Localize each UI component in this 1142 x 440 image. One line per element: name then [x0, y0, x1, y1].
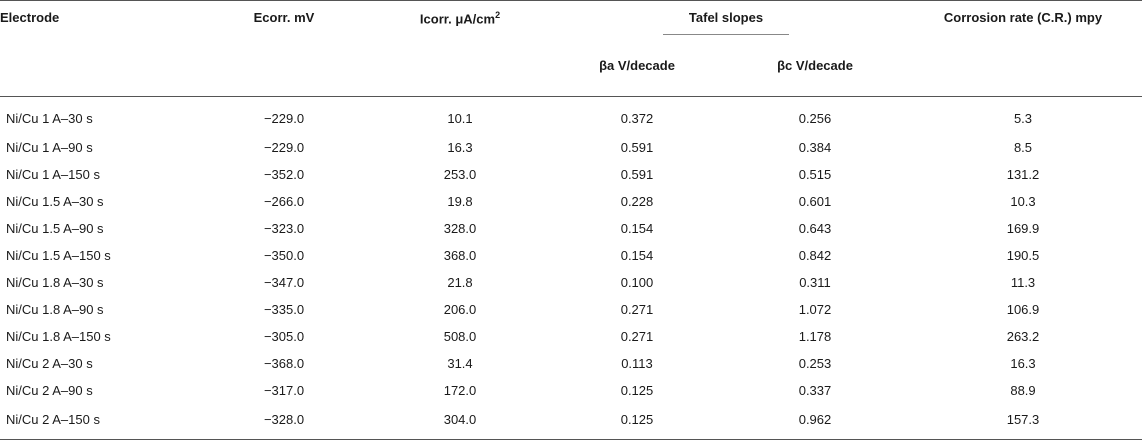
cell-corrosion-rate: 190.5 — [1006, 248, 1040, 263]
table-row: Ni/Cu 1 A–90 s −229.0 16.3 0.591 0.384 8.5 — [0, 134, 1142, 161]
cell-corrosion-rate: 169.9 — [1006, 221, 1040, 236]
cell-electrode: Ni/Cu 1.5 A–90 s — [6, 221, 104, 236]
cell-beta-c: 0.256 — [798, 111, 832, 126]
table-row: Ni/Cu 1.8 A–150 s −305.0 508.0 0.271 1.178 26… — [0, 323, 1142, 350]
table-row: Ni/Cu 1.5 A–150 s −350.0 368.0 0.154 0.842 19… — [0, 242, 1142, 269]
cell-beta-c: 0.384 — [798, 140, 832, 155]
header-ecorr: Ecorr. mV — [196, 0, 372, 97]
header-corrosion-rate: Corrosion rate (C.R.) mpy — [904, 0, 1142, 97]
cell-beta-c: 1.178 — [798, 329, 832, 344]
cell-icorr: 304.0 — [372, 404, 548, 440]
cell-corrosion-rate: 5.3 — [1013, 111, 1033, 126]
cell-beta-c: 0.643 — [798, 221, 832, 236]
cell-beta-c: 0.253 — [798, 356, 832, 371]
cell-electrode: Ni/Cu 1.8 A–150 s — [6, 329, 111, 344]
cell-ecorr: −328.0 — [196, 404, 372, 440]
table-row: Ni/Cu 1 A–150 s −352.0 253.0 0.591 0.515 131.… — [0, 161, 1142, 188]
cell-beta-a: 0.271 — [620, 302, 654, 317]
cell-electrode: Ni/Cu 1.8 A–30 s — [6, 275, 104, 290]
cell-beta-a: 0.154 — [620, 221, 654, 236]
cell-beta-c: 1.072 — [798, 302, 832, 317]
cell-beta-c: 0.515 — [798, 167, 832, 182]
cell-ecorr: −323.0 — [263, 221, 305, 236]
table-row: Ni/Cu 1.5 A–30 s −266.0 19.8 0.228 0.601 10.3 — [0, 188, 1142, 215]
cell-icorr: 253.0 — [443, 167, 477, 182]
cell-electrode: Ni/Cu 1 A–90 s — [6, 140, 93, 155]
cell-beta-a: 0.271 — [620, 329, 654, 344]
cell-corrosion-rate: 263.2 — [1006, 329, 1040, 344]
table-row: Ni/Cu 1.5 A–90 s −323.0 328.0 0.154 0.643 169… — [0, 215, 1142, 242]
cell-icorr: 508.0 — [443, 329, 477, 344]
table-row: Ni/Cu 2 A–30 s −368.0 31.4 0.113 0.253 16.3 — [0, 350, 1142, 377]
cell-icorr: 16.3 — [447, 140, 473, 155]
cell-corrosion-rate: 16.3 — [1010, 356, 1036, 371]
cell-ecorr: −229.0 — [263, 140, 305, 155]
cell-electrode: Ni/Cu 1.8 A–90 s — [6, 302, 104, 317]
header-tafel-slopes: Tafel slopes — [548, 0, 904, 46]
cell-beta-c: 0.337 — [798, 383, 832, 398]
cell-ecorr: −352.0 — [263, 167, 305, 182]
header-beta-a: βa V/decade — [548, 46, 726, 97]
cell-beta-c: 0.842 — [798, 248, 832, 263]
table-body: Ni/Cu 1 A–30 s −229.0 10.1 0.372 0.256 5.3 Ni/… — [0, 97, 1142, 440]
table-row: Ni/Cu 1 A–30 s −229.0 10.1 0.372 0.256 5.3 — [0, 97, 1142, 135]
cell-corrosion-rate: 106.9 — [1006, 302, 1040, 317]
cell-electrode: Ni/Cu 2 A–90 s — [6, 383, 93, 398]
cell-beta-a: 0.591 — [620, 167, 654, 182]
cell-electrode: Ni/Cu 2 A–150 s — [0, 404, 196, 440]
cell-beta-a: 0.100 — [620, 275, 654, 290]
cell-beta-c: 0.311 — [799, 275, 831, 290]
header-electrode: Electrode — [0, 0, 196, 97]
header-icorr: Icorr. μA/cm2 — [372, 0, 548, 97]
cell-icorr: 21.8 — [447, 275, 473, 290]
table-row: Ni/Cu 1.8 A–90 s −335.0 206.0 0.271 1.072 106… — [0, 296, 1142, 323]
cell-ecorr: −317.0 — [263, 383, 305, 398]
cell-ecorr: −266.0 — [263, 194, 305, 209]
table-row: Ni/Cu 2 A–90 s −317.0 172.0 0.125 0.337 88.9 — [0, 377, 1142, 404]
cell-beta-a: 0.228 — [620, 194, 654, 209]
cell-electrode: Ni/Cu 1 A–150 s — [6, 167, 100, 182]
cell-corrosion-rate: 8.5 — [1013, 140, 1033, 155]
table-row: Ni/Cu 2 A–150 s −328.0 304.0 0.125 0.962 157.… — [0, 404, 1142, 440]
cell-beta-a: 0.372 — [620, 111, 654, 126]
cell-corrosion-rate: 157.3 — [904, 404, 1142, 440]
cell-icorr: 368.0 — [443, 248, 477, 263]
cell-electrode: Ni/Cu 1.5 A–150 s — [6, 248, 111, 263]
cell-beta-a: 0.125 — [620, 383, 654, 398]
cell-icorr: 206.0 — [443, 302, 477, 317]
cell-icorr: 31.4 — [447, 356, 473, 371]
cell-icorr: 10.1 — [447, 111, 473, 126]
cell-beta-a: 0.113 — [621, 356, 653, 371]
table-row: Ni/Cu 1.8 A–30 s −347.0 21.8 0.100 0.311 11.3 — [0, 269, 1142, 296]
cell-beta-c: 0.962 — [726, 404, 904, 440]
cell-icorr: 19.8 — [447, 194, 473, 209]
cell-electrode: Ni/Cu 1.5 A–30 s — [6, 194, 104, 209]
cell-beta-a: 0.125 — [548, 404, 726, 440]
header-beta-c: βc V/decade — [726, 46, 904, 97]
cell-beta-a: 0.591 — [620, 140, 654, 155]
cell-ecorr: −305.0 — [263, 329, 305, 344]
cell-icorr: 328.0 — [443, 221, 477, 236]
table-header: Electrode Ecorr. mV Icorr. μA/cm2 Tafel … — [0, 0, 1142, 97]
cell-beta-a: 0.154 — [620, 248, 654, 263]
cell-ecorr: −335.0 — [263, 302, 305, 317]
cell-corrosion-rate: 11.3 — [1010, 275, 1036, 290]
cell-corrosion-rate: 131.2 — [1006, 167, 1040, 182]
cell-ecorr: −229.0 — [263, 111, 305, 126]
cell-ecorr: −350.0 — [263, 248, 305, 263]
header-icorr-text: Icorr. μA/cm — [419, 11, 496, 27]
cell-icorr: 172.0 — [443, 383, 477, 398]
tafel-slopes-label: Tafel slopes — [662, 10, 790, 35]
cell-electrode: Ni/Cu 1 A–30 s — [6, 111, 93, 126]
cell-corrosion-rate: 88.9 — [1010, 383, 1036, 398]
cell-beta-c: 0.601 — [798, 194, 832, 209]
cell-ecorr: −368.0 — [263, 356, 305, 371]
cell-ecorr: −347.0 — [263, 275, 305, 290]
cell-electrode: Ni/Cu 2 A–30 s — [6, 356, 93, 371]
cell-corrosion-rate: 10.3 — [1010, 194, 1036, 209]
header-icorr-superscript: 2 — [495, 10, 501, 20]
